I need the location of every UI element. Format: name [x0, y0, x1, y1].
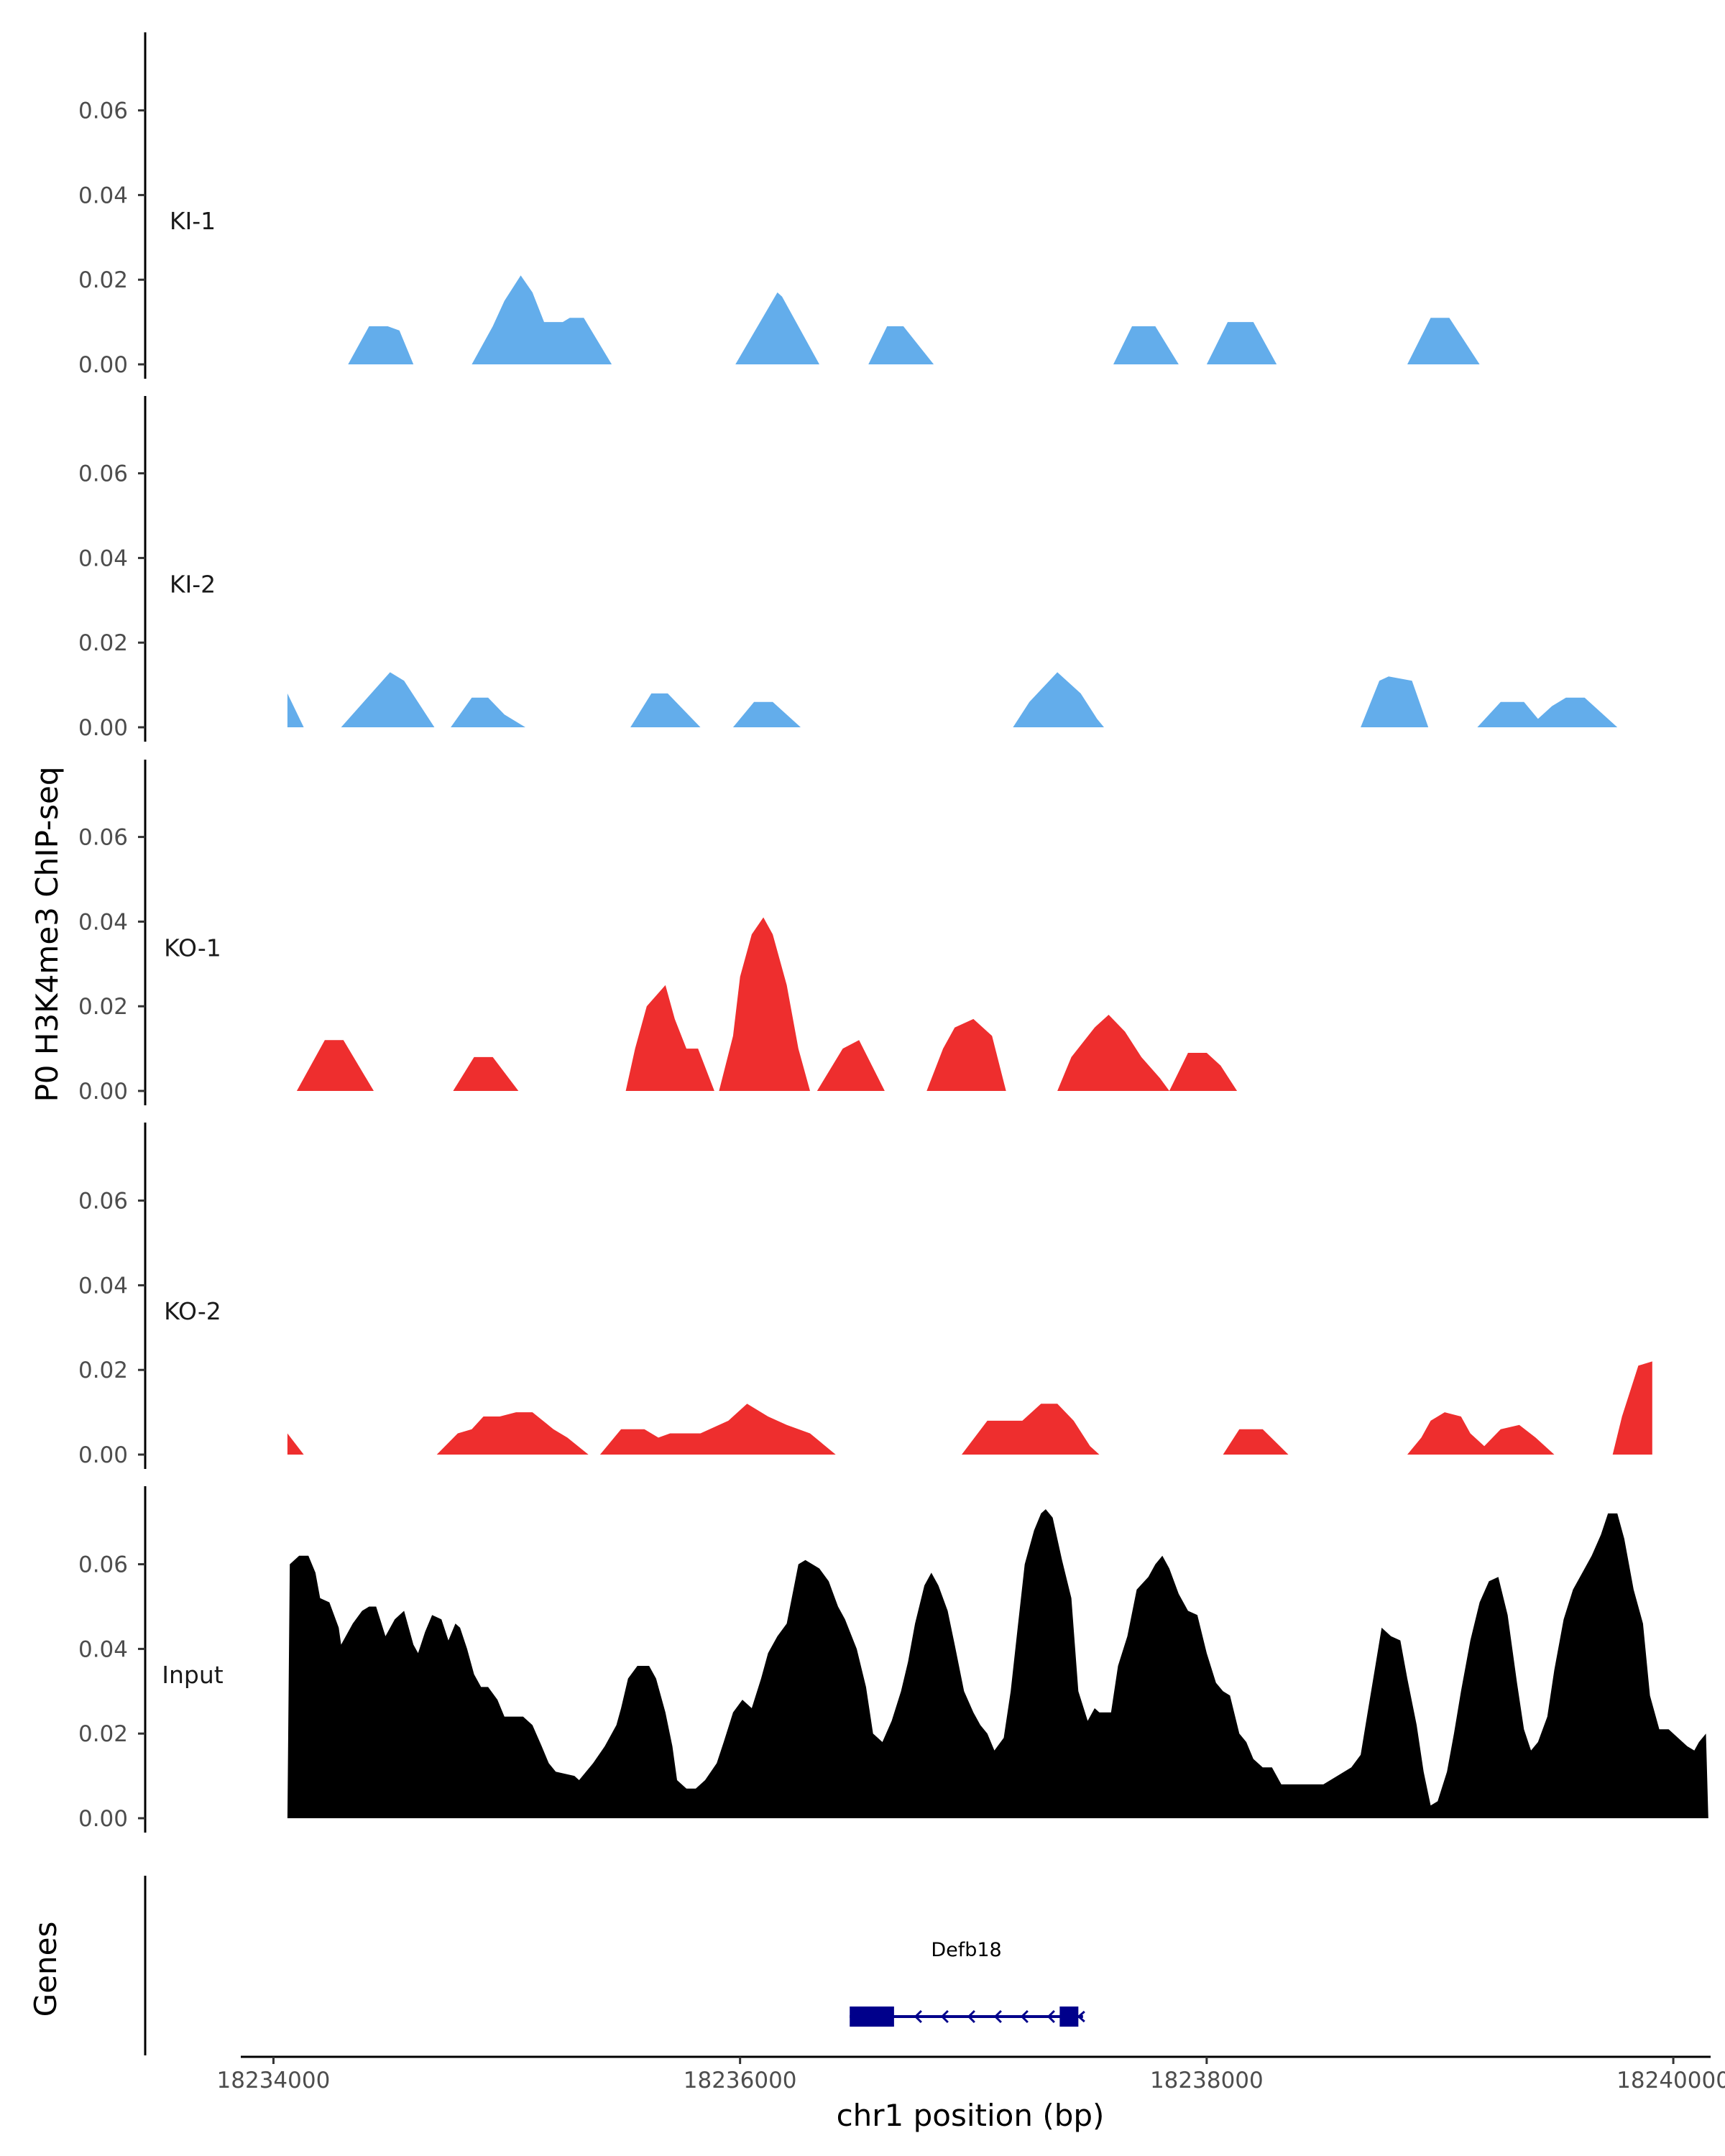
signal-peak	[1223, 1429, 1289, 1455]
gene-label: Defb18	[931, 1939, 1001, 1961]
signal-peak	[451, 697, 525, 727]
y-tick-label: 0.02	[78, 630, 128, 656]
signal-peak	[719, 917, 810, 1091]
x-tick-label: 18238000	[1150, 2068, 1264, 2093]
signal-peak	[472, 275, 612, 364]
y-tick-label: 0.00	[78, 715, 128, 741]
y-tick-label: 0.04	[78, 1273, 128, 1299]
signal-peak	[732, 701, 801, 727]
signal-peak	[341, 672, 435, 727]
strand-arrow	[967, 2009, 975, 2024]
signal-peak	[287, 693, 304, 727]
y-tick-label: 0.06	[78, 98, 128, 124]
signal-peak	[1057, 1015, 1169, 1091]
track-label: KI-2	[170, 571, 216, 599]
track-ki-1: 0.00 0.02 0.04 0.06 KI-1	[78, 32, 1480, 379]
signal-peak	[1477, 697, 1618, 727]
y-tick-label: 0.06	[78, 461, 128, 487]
y-tick-label: 0.02	[78, 1358, 128, 1383]
y-tick-label: 0.02	[78, 267, 128, 293]
signal-peak	[453, 1056, 519, 1091]
y-axis-title: P0 H3K4me3 ChIP-seq	[29, 766, 65, 1102]
signal-peak	[287, 1433, 304, 1455]
strand-arrow	[1077, 2010, 1085, 2023]
x-axis: 18234000 18236000 18238000 18240000	[217, 2055, 1725, 2093]
signal-peak	[1361, 676, 1429, 727]
signal-peak	[962, 1404, 1100, 1455]
y-tick-label: 0.04	[78, 545, 128, 571]
track-label: KI-1	[170, 207, 216, 235]
gene-track: Defb18	[144, 1876, 1085, 2055]
track-label: KO-2	[164, 1297, 221, 1325]
track-ko-2: 0.00 0.02 0.04 0.06 KO-2	[78, 1123, 1652, 1469]
x-axis-title: chr1 position (bp)	[837, 2098, 1105, 2133]
y-tick-label: 0.04	[78, 183, 128, 208]
strand-arrow	[1046, 2009, 1055, 2024]
signal-peak	[816, 1040, 885, 1091]
track-ki-2: 0.00 0.02 0.04 0.06 KI-2	[78, 396, 1618, 742]
strand-arrow	[914, 2009, 922, 2024]
signal-peak	[1113, 326, 1179, 364]
signal-peak	[296, 1040, 374, 1091]
signal-peak	[630, 693, 701, 727]
signal-peak	[868, 326, 934, 364]
x-tick-label: 18240000	[1616, 2068, 1725, 2093]
signal-peak	[1206, 322, 1277, 364]
y-tick-label: 0.00	[78, 1442, 128, 1468]
signal-peak	[735, 292, 819, 364]
y-tick-label: 0.00	[78, 1806, 128, 1832]
strand-arrow	[1020, 2009, 1029, 2024]
y-tick-label: 0.02	[78, 1721, 128, 1747]
tracks-layer: 0.00 0.02 0.04 0.06 KI-1 0.00 0.02 0.04 0.06 KI-2…	[78, 32, 1708, 1833]
y-tick-label: 0.02	[78, 994, 128, 1020]
signal-peak	[1169, 1053, 1238, 1091]
signal-peak	[1407, 318, 1480, 364]
signal-peak	[625, 985, 714, 1091]
signal-peak	[1612, 1361, 1652, 1455]
gene-exon	[850, 2007, 894, 2027]
y-tick-label: 0.06	[78, 1189, 128, 1215]
x-tick-label: 18234000	[217, 2068, 331, 2093]
gene-exon	[1059, 2007, 1079, 2027]
signal-peak	[926, 1018, 1006, 1091]
y-tick-label: 0.06	[78, 1552, 128, 1578]
genes-axis-title: Genes	[28, 1922, 63, 2017]
signal-peak	[599, 1404, 836, 1455]
track-label: Input	[162, 1661, 224, 1689]
track-input: 0.00 0.02 0.04 0.06 Input	[78, 1486, 1708, 1833]
strand-arrow	[993, 2009, 1002, 2024]
signal-peak	[1407, 1412, 1555, 1455]
strand-arrow	[940, 2009, 949, 2024]
y-tick-label: 0.04	[78, 909, 128, 935]
signal-peak	[348, 326, 414, 364]
y-tick-label: 0.06	[78, 825, 128, 851]
y-tick-label: 0.00	[78, 352, 128, 378]
y-tick-label: 0.00	[78, 1079, 128, 1105]
x-tick-label: 18236000	[684, 2068, 797, 2093]
signal-peak	[287, 1509, 1708, 1818]
signal-peak	[436, 1412, 589, 1455]
track-ko-1: 0.00 0.02 0.04 0.06 KO-1	[78, 760, 1238, 1105]
signal-peak	[1013, 672, 1104, 727]
track-label: KO-1	[164, 934, 221, 962]
y-tick-label: 0.04	[78, 1636, 128, 1662]
